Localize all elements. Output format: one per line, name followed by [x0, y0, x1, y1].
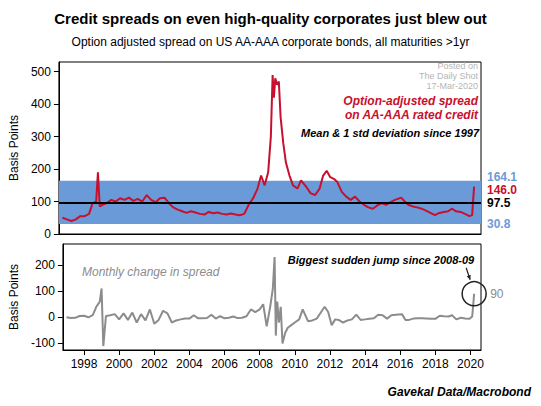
svg-text:1998: 1998	[71, 357, 98, 371]
svg-text:Biggest sudden jump since 2008: Biggest sudden jump since 2008-09	[288, 254, 475, 266]
svg-text:200: 200	[31, 162, 51, 176]
svg-text:-100: -100	[31, 336, 55, 350]
svg-text:2012: 2012	[317, 357, 344, 371]
svg-text:17-Mar-2020: 17-Mar-2020	[426, 81, 478, 91]
svg-text:2006: 2006	[211, 357, 238, 371]
svg-text:Posted on: Posted on	[437, 61, 478, 71]
svg-text:Credit spreads on even high-qu: Credit spreads on even high-quality corp…	[54, 10, 487, 27]
svg-text:146.0: 146.0	[487, 183, 517, 197]
svg-text:90: 90	[490, 287, 504, 301]
svg-text:2002: 2002	[141, 357, 168, 371]
svg-text:2018: 2018	[422, 357, 449, 371]
svg-text:2016: 2016	[387, 357, 414, 371]
svg-text:2020: 2020	[457, 357, 484, 371]
svg-text:Option adjusted spread on US A: Option adjusted spread on US AA-AAA corp…	[72, 35, 470, 49]
svg-text:500: 500	[31, 65, 51, 79]
svg-text:Option-adjusted spread: Option-adjusted spread	[343, 94, 478, 108]
svg-text:30.8: 30.8	[487, 217, 511, 231]
svg-text:0: 0	[44, 227, 51, 241]
svg-text:97.5: 97.5	[487, 196, 511, 210]
svg-text:Basis Points: Basis Points	[7, 115, 21, 181]
svg-text:100: 100	[35, 284, 55, 298]
svg-text:2010: 2010	[281, 357, 308, 371]
svg-text:Basis Points: Basis Points	[7, 264, 21, 330]
svg-text:100: 100	[31, 195, 51, 209]
svg-text:Monthly change in spread: Monthly change in spread	[82, 265, 220, 279]
svg-text:164.1: 164.1	[487, 170, 517, 184]
svg-text:on AA-AAA rated credit: on AA-AAA rated credit	[345, 108, 479, 122]
svg-text:The Daily Shot: The Daily Shot	[419, 71, 479, 81]
svg-text:0: 0	[48, 310, 55, 324]
svg-text:Gavekal Data/Macrobond: Gavekal Data/Macrobond	[388, 385, 532, 399]
svg-text:2004: 2004	[176, 357, 203, 371]
svg-text:2014: 2014	[352, 357, 379, 371]
svg-text:400: 400	[31, 97, 51, 111]
svg-text:2000: 2000	[106, 357, 133, 371]
svg-text:300: 300	[31, 130, 51, 144]
svg-text:200: 200	[35, 258, 55, 272]
svg-text:Mean & 1 std deviation since 1: Mean & 1 std deviation since 1997	[301, 127, 480, 139]
svg-text:2008: 2008	[246, 357, 273, 371]
